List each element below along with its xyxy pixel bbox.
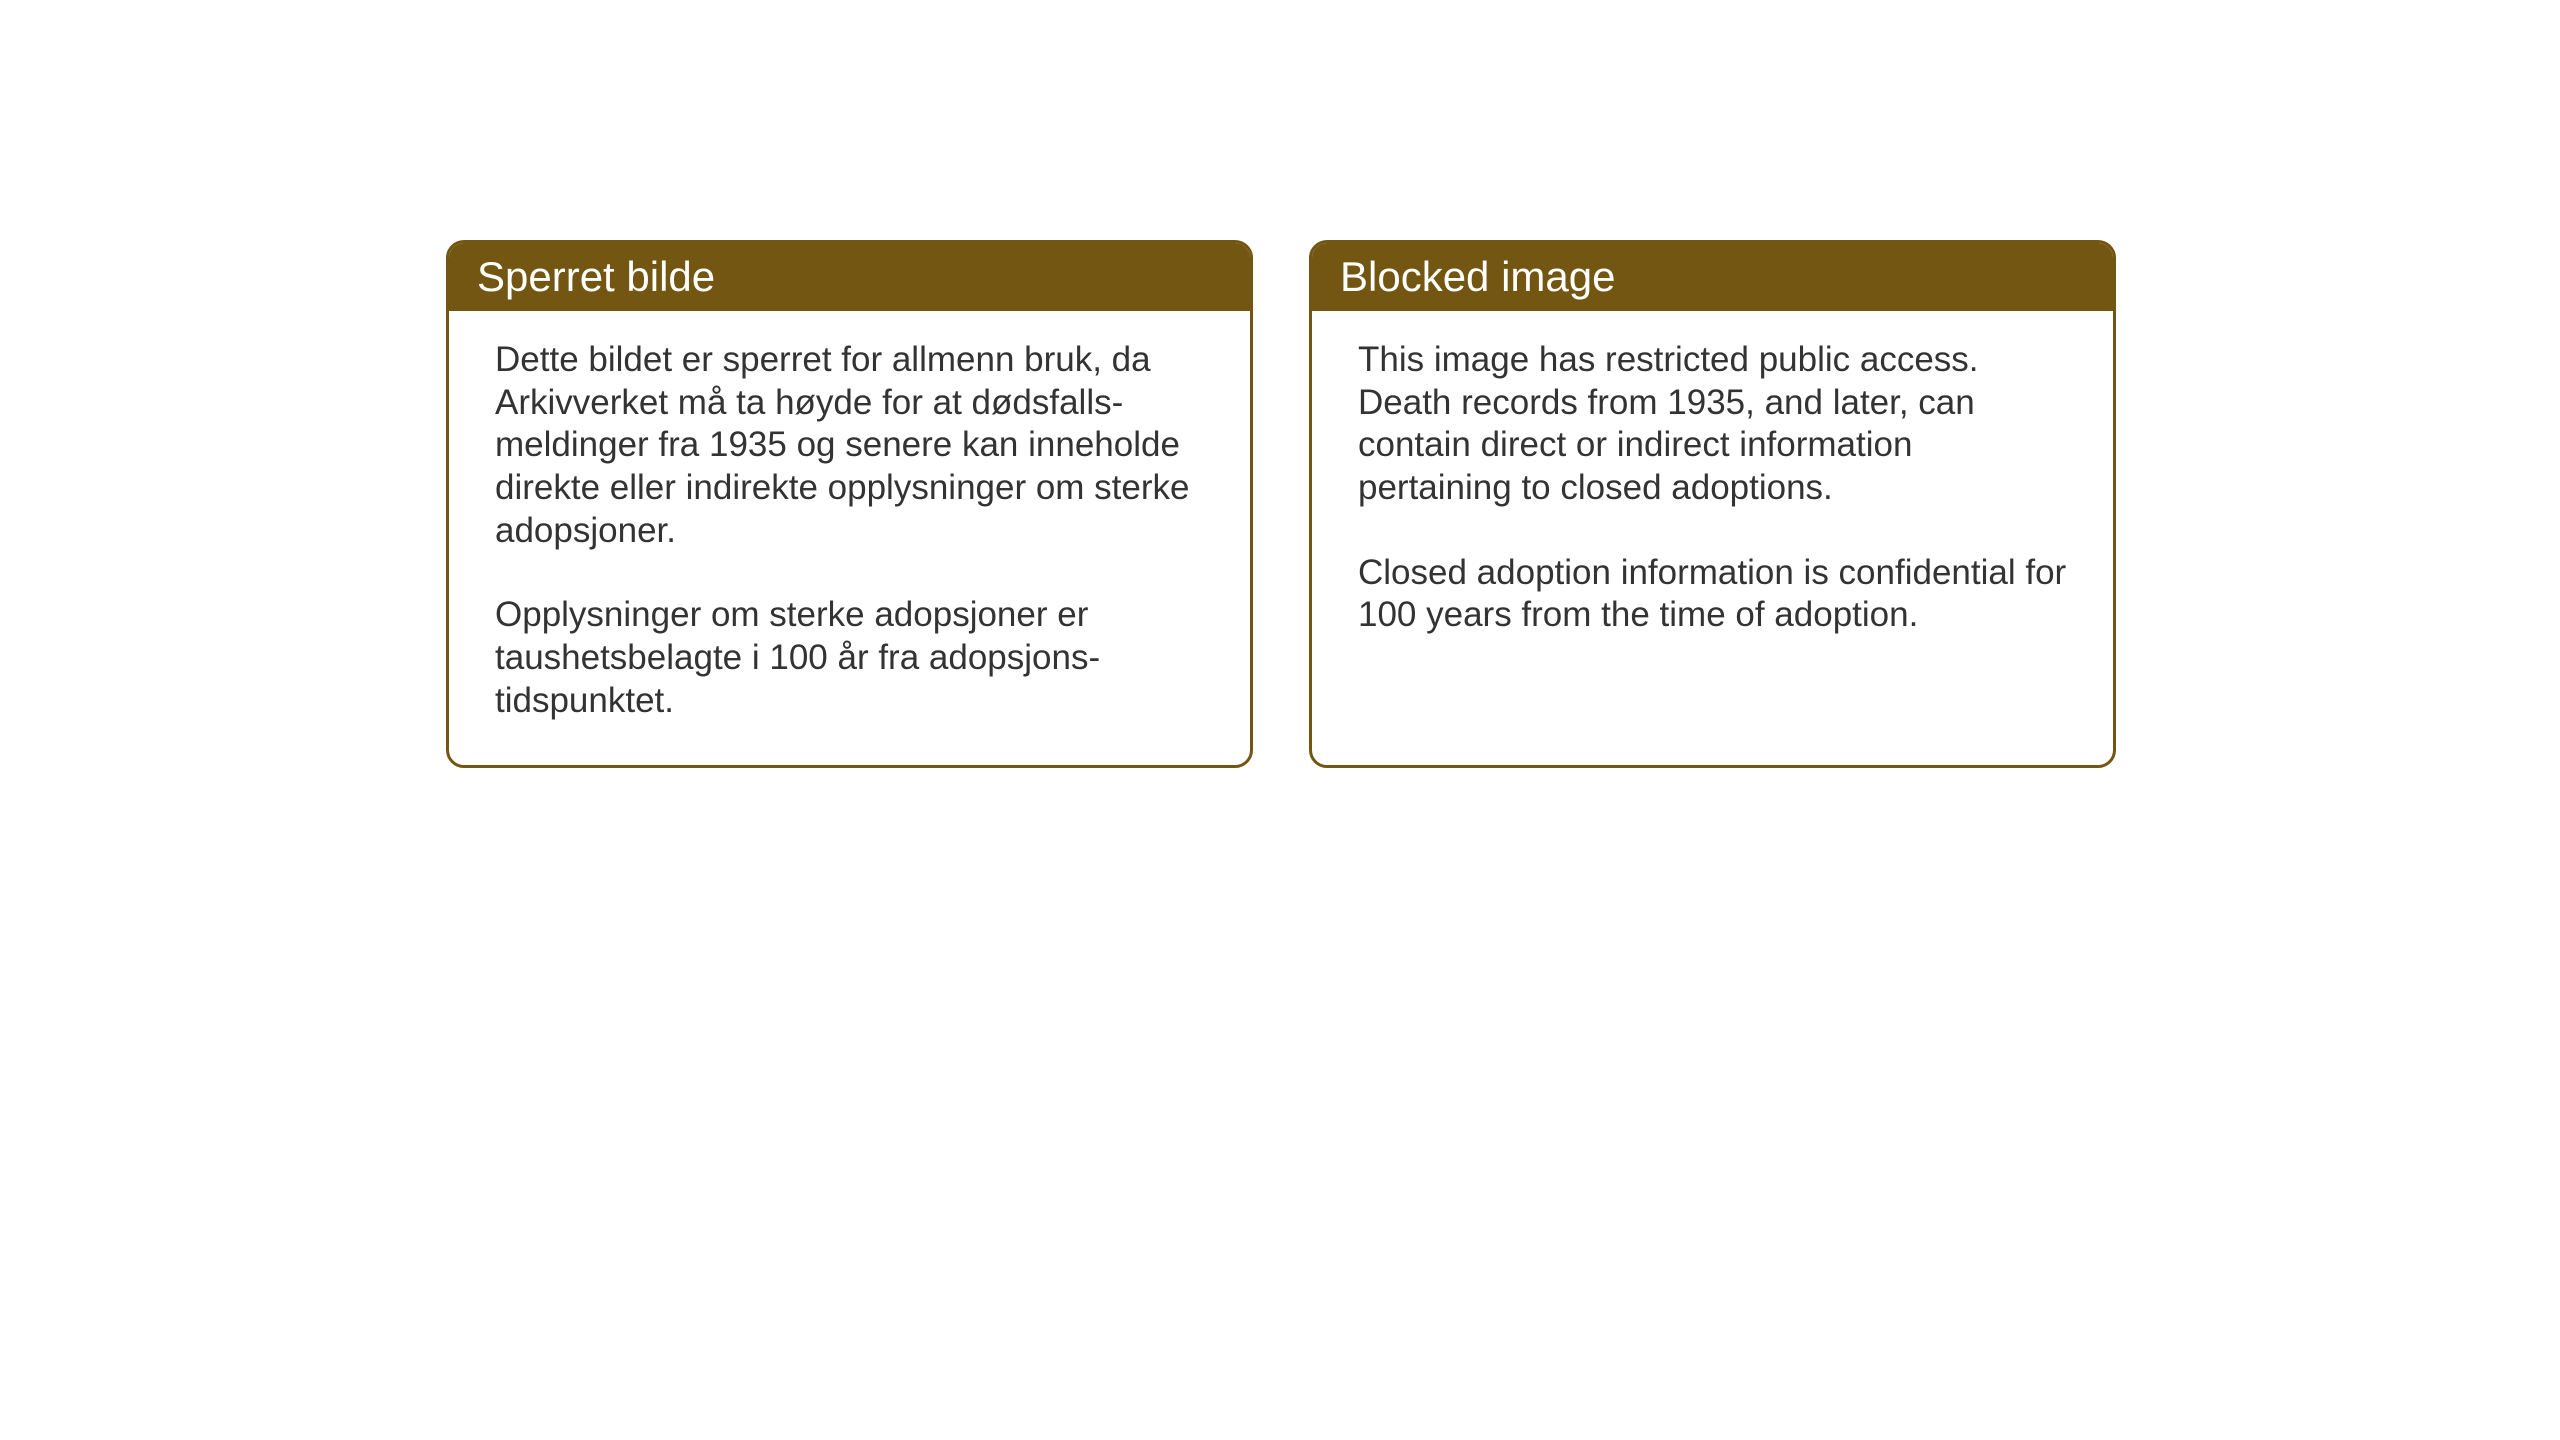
card-english-title: Blocked image (1340, 253, 1615, 300)
card-english-body: This image has restricted public access.… (1312, 311, 2113, 679)
card-norwegian: Sperret bilde Dette bildet er sperret fo… (446, 240, 1253, 768)
card-norwegian-title: Sperret bilde (477, 253, 715, 300)
cards-container: Sperret bilde Dette bildet er sperret fo… (446, 240, 2116, 768)
card-english-header: Blocked image (1312, 243, 2113, 311)
card-norwegian-header: Sperret bilde (449, 243, 1250, 311)
card-norwegian-body: Dette bildet er sperret for allmenn bruk… (449, 311, 1250, 765)
card-norwegian-paragraph1: Dette bildet er sperret for allmenn bruk… (495, 339, 1204, 552)
card-english: Blocked image This image has restricted … (1309, 240, 2116, 768)
card-norwegian-paragraph2: Opplysninger om sterke adopsjoner er tau… (495, 594, 1204, 722)
card-english-paragraph2: Closed adoption information is confident… (1358, 552, 2067, 637)
card-english-paragraph1: This image has restricted public access.… (1358, 339, 2067, 510)
